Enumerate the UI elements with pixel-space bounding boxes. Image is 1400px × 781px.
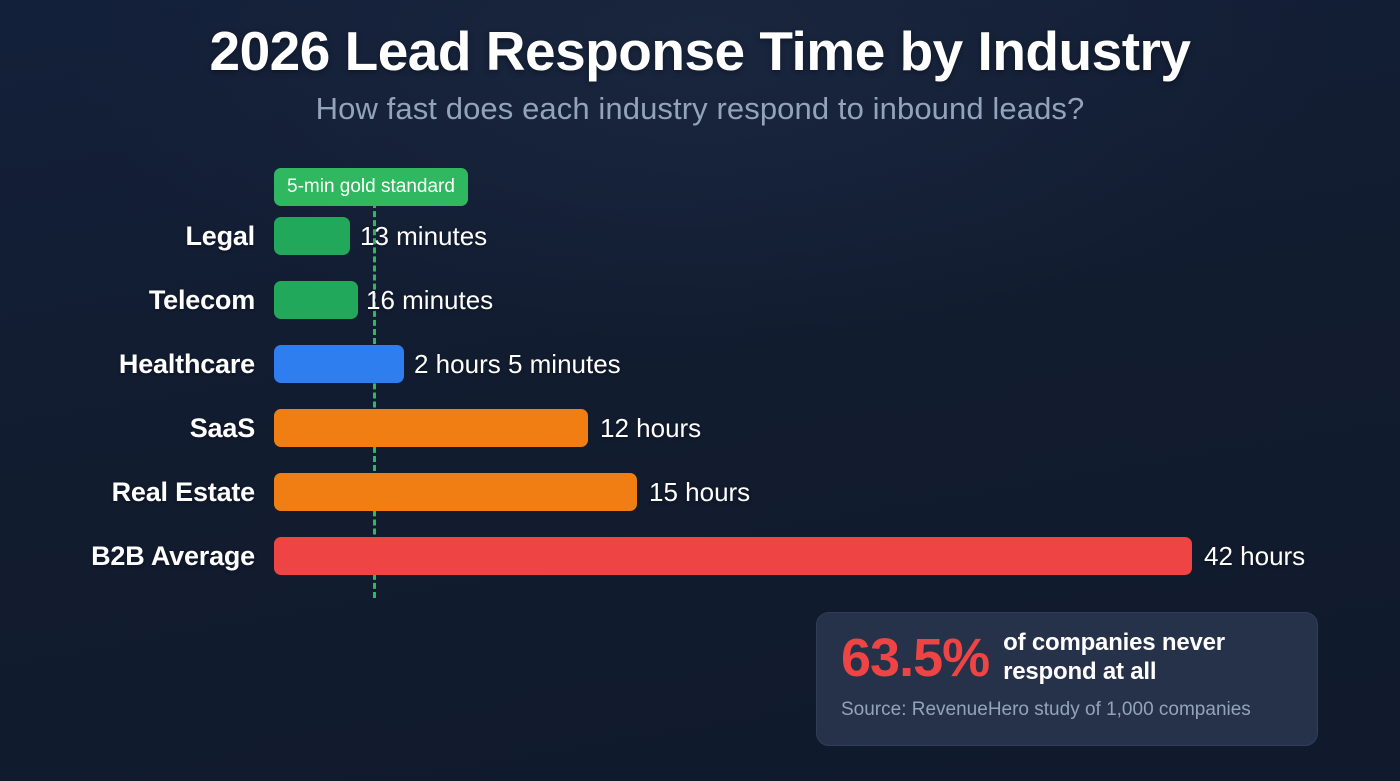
source-citation: Source: RevenueHero study of 1,000 compa… — [841, 698, 1251, 720]
stat-description-line2: respond at all — [1003, 657, 1157, 685]
bar-legal — [274, 217, 350, 255]
bar-saas — [274, 409, 588, 447]
stat-percentage: 63.5% — [841, 627, 990, 688]
bar-value-label-real-estate: 15 hours — [649, 476, 751, 507]
bar-category-label-b2b-average: B2B Average — [91, 540, 255, 571]
bar-value-label-b2b-average: 42 hours — [1204, 540, 1306, 571]
stat-callout-box: 63.5% of companies never respond at all … — [816, 612, 1318, 746]
stat-callout-top: 63.5% of companies never respond at all — [841, 629, 1295, 687]
bar-healthcare — [274, 345, 404, 383]
bar-category-label-saas: SaaS — [189, 412, 255, 443]
bar-rows: Legal 13 minutes Telecom 16 minutes Heal… — [0, 204, 1400, 588]
stat-description-line1: of companies never — [1003, 629, 1225, 656]
gold-standard-badge: 5-min gold standard — [274, 168, 468, 206]
chart-header: 2026 Lead Response Time by Industry How … — [0, 20, 1400, 127]
bar-category-label-healthcare: Healthcare — [118, 348, 255, 379]
table-row: Healthcare 2 hours 5 minutes — [0, 332, 1400, 396]
table-row: Telecom 16 minutes — [0, 268, 1400, 332]
bar-value-label-legal: 13 minutes — [360, 220, 488, 251]
page-subtitle: How fast does each industry respond to i… — [315, 91, 1085, 127]
table-row: Legal 13 minutes — [0, 204, 1400, 268]
stat-description: of companies never respond at all — [1003, 629, 1225, 687]
bar-value-label-telecom: 16 minutes — [366, 284, 494, 315]
bar-category-label-telecom: Telecom — [148, 284, 255, 315]
bar-real-estate — [274, 473, 637, 511]
bar-telecom — [274, 281, 358, 319]
bar-category-label-real-estate: Real Estate — [111, 476, 256, 507]
table-row: Real Estate 15 hours — [0, 460, 1400, 524]
bar-chart-plot: 5-min gold standard Legal 13 minutes Tel… — [0, 160, 1400, 610]
table-row: SaaS 12 hours — [0, 396, 1400, 460]
bar-value-label-saas: 12 hours — [600, 412, 702, 443]
bar-b2b-average — [274, 537, 1192, 575]
bar-value-label-healthcare: 2 hours 5 minutes — [414, 348, 621, 379]
gold-standard-threshold-line — [373, 202, 376, 598]
page-title: 2026 Lead Response Time by Industry — [209, 20, 1191, 82]
bar-category-label-legal: Legal — [185, 220, 255, 251]
table-row: B2B Average 42 hours — [0, 524, 1400, 588]
